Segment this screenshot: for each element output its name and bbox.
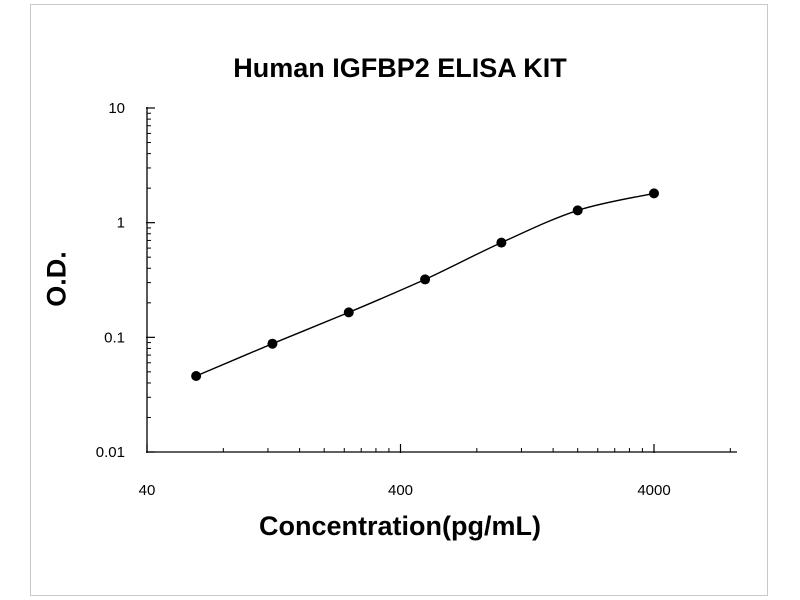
- y-tick-label: 0.1: [104, 329, 125, 346]
- chart-frame: [30, 4, 768, 596]
- x-axis-title: Concentration(pg/mL): [259, 511, 541, 541]
- data-point: [496, 237, 507, 248]
- data-point: [343, 307, 354, 318]
- tick-labels: 10 1 0.1 0.01 40 400 4000: [96, 100, 671, 499]
- y-tick-label: 10: [108, 100, 125, 117]
- x-tick-label: 400: [388, 482, 413, 499]
- data-point: [420, 274, 431, 285]
- axis-ticks: [146, 107, 731, 453]
- x-tick-label: 4000: [637, 482, 670, 499]
- data-point: [191, 371, 202, 382]
- x-tick-label: 40: [139, 482, 156, 499]
- fit-curve: [195, 192, 655, 377]
- data-points: [191, 188, 659, 382]
- y-tick-label: 1: [117, 215, 125, 232]
- y-tick-label: 0.01: [96, 444, 125, 461]
- axes: [146, 107, 737, 453]
- data-point: [572, 205, 583, 216]
- data-point: [649, 188, 659, 199]
- data-point: [267, 338, 278, 349]
- chart-title: Human IGFBP2 ELISA KIT: [233, 53, 567, 83]
